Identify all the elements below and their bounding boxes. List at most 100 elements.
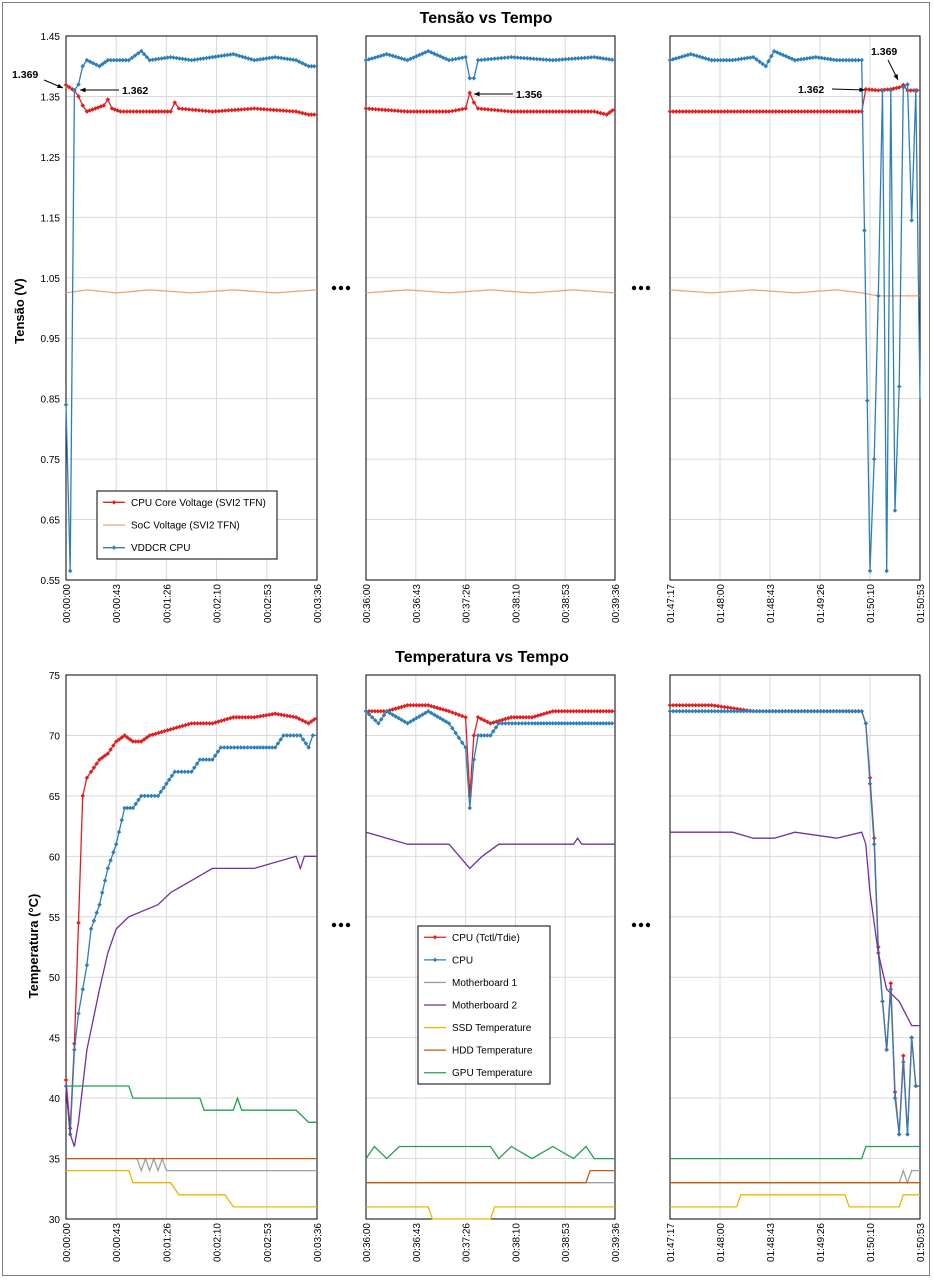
data-point	[402, 109, 407, 114]
legend-label: Motherboard 1	[452, 978, 517, 989]
data-point	[471, 757, 477, 762]
ellipsis-dot	[345, 285, 351, 291]
data-point	[219, 108, 225, 114]
data-point	[290, 714, 296, 720]
y-tick-label: 0.55	[41, 576, 61, 587]
y-tick-label: 55	[49, 913, 61, 924]
data-point	[677, 709, 682, 714]
series-line-3	[65, 855, 317, 1147]
data-point	[269, 711, 275, 717]
x-tick-label: 00:01:26	[162, 1223, 173, 1262]
data-point	[731, 706, 737, 711]
data-point	[303, 62, 308, 67]
data-point	[453, 730, 458, 736]
legend-label: HDD Temperature	[452, 1046, 533, 1057]
data-point	[171, 55, 176, 60]
data-point	[111, 57, 117, 63]
legend-label: VDDCR CPU	[131, 543, 190, 554]
data-point	[467, 805, 473, 811]
data-point	[491, 729, 496, 734]
data-point	[686, 709, 692, 714]
data-point	[254, 714, 260, 720]
data-point	[201, 56, 206, 61]
annotation-label: 1.369	[871, 46, 897, 58]
data-point	[150, 109, 155, 114]
data-point	[287, 714, 293, 719]
data-point	[257, 745, 263, 750]
data-point	[84, 962, 90, 968]
data-point	[228, 52, 233, 57]
annotation: 1.362	[80, 85, 148, 97]
data-point	[589, 721, 594, 726]
annotation-arrowhead	[80, 87, 86, 93]
legend-label: SSD Temperature	[452, 1023, 532, 1034]
data-point	[562, 721, 567, 726]
data-point	[108, 858, 113, 863]
data-point	[76, 1011, 81, 1016]
x-tick-label: 00:36:43	[412, 1223, 423, 1262]
data-point	[284, 733, 290, 738]
data-point	[485, 733, 490, 738]
data-point	[589, 709, 594, 714]
data-point	[731, 709, 737, 714]
data-point	[94, 910, 99, 916]
data-point	[586, 721, 591, 726]
data-point	[213, 54, 218, 59]
data-point	[102, 59, 108, 65]
data-point	[493, 725, 499, 730]
panel-0-2: 01:47:17 01:48:00 01:48:43 01:49:26 01:50:10…	[666, 35, 927, 623]
data-point	[565, 709, 570, 714]
series-line-0	[366, 704, 615, 796]
data-point	[263, 745, 269, 750]
series-line-5	[366, 1169, 615, 1184]
temperature-chart-title: Temperatura vs Tempo	[395, 649, 569, 666]
data-point	[603, 721, 609, 726]
y-tick-label: 0.75	[41, 455, 61, 466]
y-tick-label: 70	[49, 731, 61, 742]
x-tick-label: 00:38:53	[561, 584, 572, 623]
y-tick-label: 1.15	[41, 213, 61, 224]
data-point	[485, 719, 490, 725]
data-point	[411, 717, 416, 723]
x-tick-label: 01:47:17	[666, 584, 677, 623]
data-point	[884, 1047, 889, 1053]
data-point	[66, 84, 72, 90]
x-tick-label: 00:36:43	[412, 584, 423, 623]
data-point	[124, 109, 130, 114]
data-point	[127, 109, 133, 114]
data-point	[97, 902, 102, 907]
data-point	[437, 109, 442, 114]
annotation-label: 1.362	[798, 84, 824, 96]
data-point	[431, 712, 437, 717]
data-point	[251, 57, 257, 63]
data-point	[430, 109, 436, 114]
data-point	[156, 56, 161, 62]
data-point	[278, 712, 284, 717]
ellipsis-dot	[645, 922, 651, 928]
data-point	[680, 709, 686, 714]
data-point	[591, 721, 597, 726]
annotation-label: 1.369	[12, 69, 38, 81]
data-point	[541, 721, 547, 726]
voltage-y-axis-label: Tensão (V)	[12, 278, 27, 344]
data-point	[254, 745, 260, 750]
data-point	[520, 715, 526, 720]
data-point	[683, 709, 689, 714]
data-point	[770, 709, 775, 714]
data-point	[118, 109, 123, 114]
x-tick-label: 01:48:00	[716, 1223, 727, 1262]
annotation: 1.369	[871, 46, 899, 81]
data-point	[909, 1035, 914, 1040]
data-point	[562, 709, 567, 714]
data-point	[478, 733, 484, 738]
data-point	[162, 55, 167, 61]
data-point	[786, 709, 791, 714]
data-point	[526, 715, 532, 720]
data-point	[303, 719, 308, 725]
data-point	[369, 715, 375, 720]
data-point	[309, 63, 314, 69]
series-line-3	[670, 831, 920, 1027]
data-point	[219, 53, 224, 59]
data-point	[523, 715, 529, 720]
data-point	[773, 709, 779, 714]
